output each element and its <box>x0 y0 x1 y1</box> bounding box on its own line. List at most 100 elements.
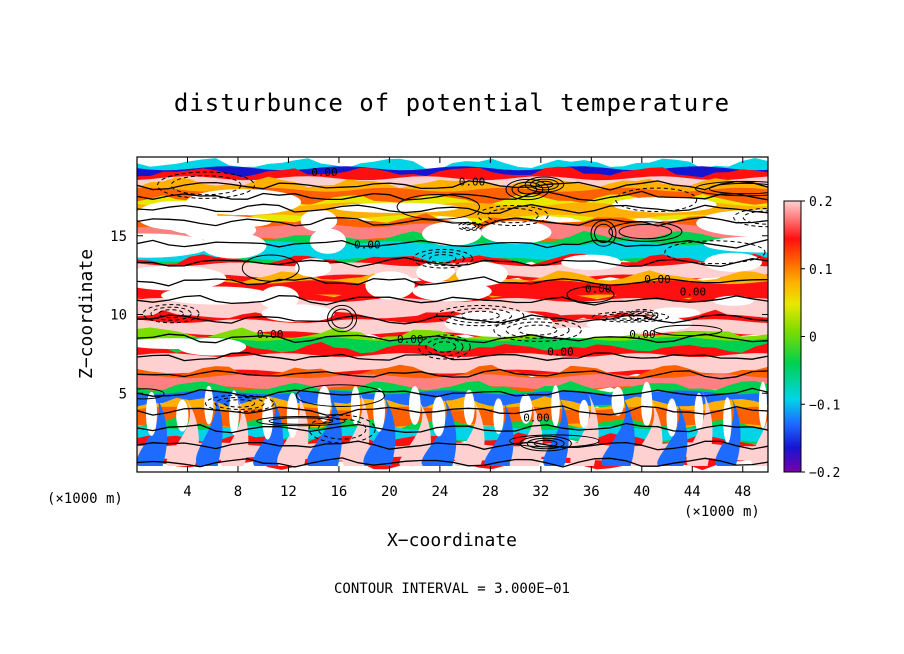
contour-line <box>420 251 465 266</box>
contour-line <box>608 221 683 242</box>
wave-plume <box>363 393 396 466</box>
contour-label: 0.00 <box>397 333 424 346</box>
neutral-region <box>161 286 271 305</box>
contour-line <box>256 416 346 427</box>
zero-contour <box>137 368 768 380</box>
contour-label: 0.00 <box>257 328 284 341</box>
contour-line <box>509 434 600 448</box>
zero-contour <box>137 190 768 202</box>
contour-label: 0.00 <box>311 166 338 179</box>
neutral-region <box>365 271 415 300</box>
contour-line <box>530 178 559 191</box>
zero-contour <box>137 276 768 287</box>
y-tick-label: 5 <box>119 386 127 402</box>
neutral-region <box>650 307 700 319</box>
contour-line <box>412 248 473 269</box>
heatmap-field <box>137 157 768 472</box>
neutral-region <box>204 385 214 425</box>
contour-line <box>331 308 354 329</box>
contour-line <box>268 417 334 425</box>
contour-lines <box>137 171 768 468</box>
wave-plume <box>715 395 741 466</box>
x-tick-label: 28 <box>482 484 499 500</box>
zero-contour <box>137 405 768 416</box>
neutral-region <box>317 386 331 422</box>
neutral-region <box>481 220 552 245</box>
colorbar-tick-label: 0.2 <box>809 195 832 210</box>
x-tick-label: 16 <box>330 484 347 500</box>
contour-label: 0.00 <box>644 273 671 286</box>
contour-label: 0.00 <box>523 412 550 425</box>
contour-label: 0.00 <box>459 175 486 188</box>
colorbar-ticks: 0.2 0.1 0 −0.1 −0.2 <box>801 195 840 481</box>
wave-plume <box>196 390 223 466</box>
x-tick-label: 36 <box>583 484 600 500</box>
x-axis-ticks: 4 8 12 16 20 24 28 32 36 40 44 48 <box>183 157 751 500</box>
contour-labels: 0.00 0.00 0.00 0.00 0.00 0.00 0.00 0.00 0.00 0.00… <box>257 166 706 425</box>
neutral-region <box>432 396 446 437</box>
zero-contour <box>137 440 768 451</box>
neutral-region <box>694 392 704 432</box>
neutral-region <box>529 327 635 339</box>
neutral-region <box>286 392 299 439</box>
neutral-region <box>412 280 492 302</box>
zero-contour <box>137 352 768 362</box>
x-tick-label: 32 <box>532 484 549 500</box>
contour-interval-note: CONTOUR INTERVAL = 3.000E−01 <box>334 581 570 597</box>
neutral-region <box>493 398 504 434</box>
contour-line <box>425 337 464 357</box>
y-tick-label: 15 <box>110 229 127 245</box>
y-tick-label: 10 <box>110 308 127 324</box>
neutral-region <box>259 286 299 310</box>
contour-label: 0.00 <box>629 328 656 341</box>
neutral-region <box>704 252 762 272</box>
neutral-region <box>456 261 508 287</box>
contour-line <box>602 312 659 321</box>
zero-contour <box>137 422 768 434</box>
zero-contour <box>137 203 768 215</box>
neutral-region <box>758 381 768 429</box>
contour-line <box>214 396 265 410</box>
x-tick-label: 8 <box>234 484 242 500</box>
neutral-region <box>229 390 239 436</box>
neutral-region <box>723 397 732 444</box>
wave-plume <box>306 392 342 466</box>
x-tick-label: 48 <box>734 484 751 500</box>
neutral-region <box>261 304 335 323</box>
contour-line <box>317 418 367 440</box>
wave-plume <box>220 397 249 467</box>
contour-line <box>432 341 457 353</box>
neutral-region <box>561 254 622 270</box>
neutral-region <box>666 398 678 437</box>
contour-label: 0.00 <box>354 238 381 251</box>
neutral-region <box>309 228 347 254</box>
neutral-region <box>551 385 560 427</box>
y-axis-label: Z−coordinate <box>76 249 97 379</box>
neutral-region <box>463 389 475 426</box>
neutral-region <box>137 338 221 349</box>
wave-plume <box>399 398 431 467</box>
zero-contour <box>137 256 768 268</box>
wave-plume <box>421 395 457 466</box>
contour-line <box>526 437 565 450</box>
contour-line <box>158 309 184 319</box>
contour-label: 0.00 <box>680 286 707 299</box>
zero-contour <box>137 314 768 325</box>
neutral-region <box>641 381 653 427</box>
neutral-region <box>704 236 768 253</box>
colorbar-tick-label: 0.1 <box>809 263 832 278</box>
neutral-region <box>137 265 227 291</box>
neutral-region <box>294 258 332 277</box>
wave-plume <box>253 394 284 466</box>
zero-contour <box>137 216 768 227</box>
colorbar <box>783 200 802 473</box>
neutral-region <box>586 316 692 333</box>
contour-line <box>418 334 471 360</box>
contour-line <box>566 286 615 304</box>
neutral-region <box>183 219 257 242</box>
contour-line <box>396 194 480 220</box>
contour-line <box>460 310 500 321</box>
contour-label: 0.00 <box>585 282 612 295</box>
neutral-region <box>696 209 768 237</box>
